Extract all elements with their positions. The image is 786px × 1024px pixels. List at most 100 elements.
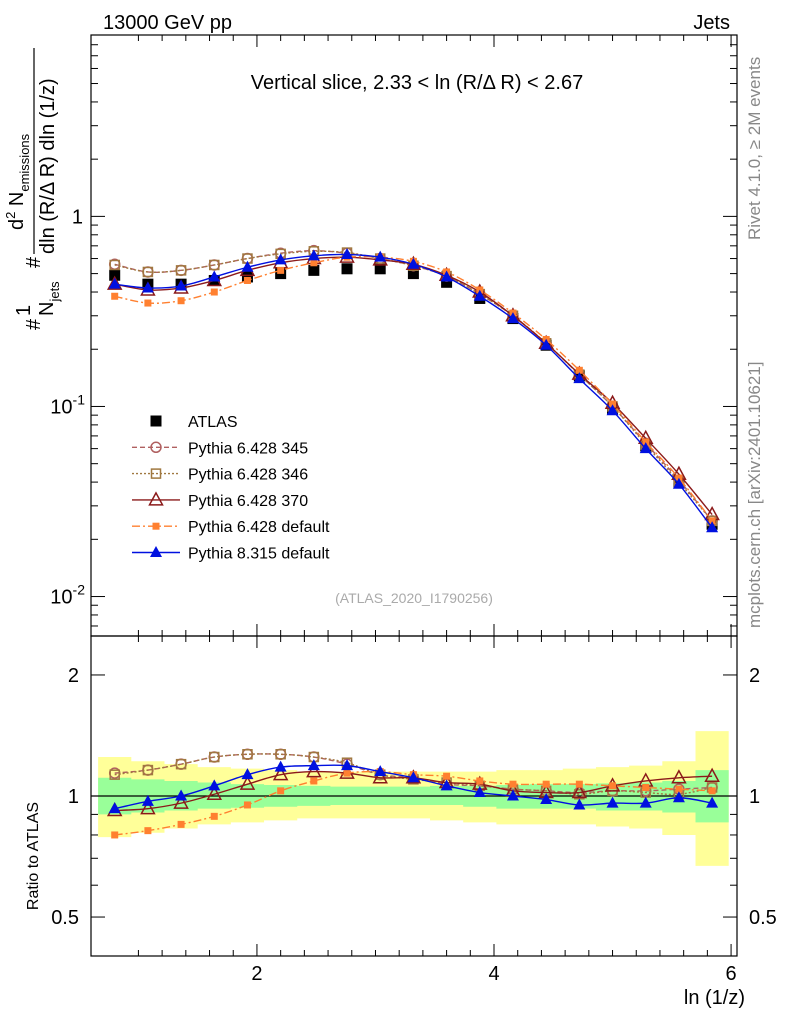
ratio-p370-point	[372, 769, 388, 784]
ratio-p6def-point	[243, 801, 251, 809]
legend-atlas-label: ATLAS	[188, 414, 238, 431]
ratio-p8def-point	[175, 789, 188, 801]
main-p6def-point	[144, 299, 152, 307]
ratio-p6def-point	[443, 772, 451, 780]
ylabel-hash-2: #	[23, 256, 45, 268]
ratio-p8def-point	[307, 759, 320, 771]
ratio-p8def-point	[473, 786, 486, 798]
main-atlas-point	[341, 263, 353, 275]
ratio-p8def-point	[374, 765, 387, 777]
main-p6def-point	[708, 517, 716, 525]
ratio-p8def-point	[274, 760, 287, 772]
main-p6def-point	[210, 288, 218, 296]
legend-p370-label: Pythia 6.428 370	[188, 493, 308, 510]
ratio-p346-point	[175, 758, 187, 770]
main-p8def-point	[374, 250, 387, 262]
x-axis-label: ln (1/z)	[684, 987, 745, 1009]
main-p346-point	[209, 259, 220, 271]
main-y-tick-label: 10-1	[50, 391, 85, 418]
main-p8def-point	[672, 477, 685, 489]
ratio-p8def-point	[540, 793, 553, 805]
ratio-y-axis-label: Ratio to ATLAS	[25, 802, 42, 910]
main-p8def-point	[473, 289, 486, 301]
main-p6def-point	[310, 259, 318, 267]
ratio-p6def-point	[111, 831, 119, 839]
ratio-p370-point	[571, 783, 588, 799]
main-atlas-point	[441, 276, 453, 288]
main-p346-point	[142, 266, 154, 278]
ratio-p370-point	[173, 794, 189, 809]
ratio-series-group	[106, 748, 720, 839]
x-tick-label: 6	[726, 963, 737, 985]
ratio-p346-line	[114, 753, 713, 796]
legend-p8def-marker	[150, 546, 162, 557]
ratio-p6def-point	[310, 777, 318, 785]
ratio-y-tick-label-left: 1	[68, 786, 79, 808]
legend-p8def-label: Pythia 8.315 default	[188, 546, 330, 563]
ratio-p346-point	[109, 769, 120, 780]
main-p8def-point	[506, 312, 519, 324]
ratio-p6def-point	[476, 777, 484, 785]
analysis-id-label: (ATLAS_2020_I1790256)	[335, 590, 493, 606]
ratio-p370-point	[671, 769, 687, 784]
ylabel-denominator: dln (R/Δ R) dln (1/z)	[37, 78, 59, 254]
ratio-p346-point	[209, 751, 220, 763]
main-atlas-point	[241, 271, 253, 283]
ratio-y-tick-label-left: 2	[68, 665, 79, 687]
ratio-p6def-point	[708, 787, 716, 795]
ylabel-one: 1	[13, 305, 35, 316]
header-group-label: Jets	[693, 12, 730, 34]
ratio-p8def-point	[407, 771, 420, 783]
ratio-p6def-point	[575, 780, 583, 788]
main-plot-frame: 10-2 10-1 1	[50, 34, 738, 637]
ratio-p370-point	[306, 763, 322, 778]
main-p8def-point	[274, 253, 287, 265]
legend: ATLAS Pythia 6.428 345 Pythia 6.428 346 Pyt…	[132, 414, 330, 563]
header-energy-label: 13000 GeV pp	[103, 12, 232, 34]
legend-p6def-label: Pythia 6.428 default	[188, 519, 330, 536]
legend-p370-marker	[148, 491, 164, 506]
main-p8def-point	[407, 257, 420, 269]
ratio-p370-point	[704, 767, 720, 782]
main-series-group	[106, 244, 720, 533]
main-p6def-point	[177, 297, 185, 305]
ratio-p8def-point	[606, 796, 619, 808]
ratio-p6def-point	[509, 780, 517, 788]
main-p8def-point	[341, 248, 354, 260]
main-atlas-point	[407, 268, 419, 280]
main-p370-point	[106, 275, 123, 290]
rivet-version-label: Rivet 4.1.0, ≥ 2M events	[745, 57, 764, 240]
legend-p345-label: Pythia 6.428 345	[188, 440, 308, 457]
ratio-p8def-point	[706, 796, 719, 808]
ylabel-numerator: d2 Nemissions	[3, 133, 32, 230]
ratio-p6def-point	[177, 820, 185, 828]
mcplots-source-label: mcplots.cern.ch [arXiv:2401.10621]	[745, 362, 764, 628]
x-tick-label: 2	[251, 963, 262, 985]
ylabel-hash: #	[23, 318, 45, 330]
ratio-p6def-point	[277, 787, 285, 795]
legend-atlas-marker	[150, 415, 162, 427]
ratio-p370-point	[140, 800, 156, 815]
ratio-p8def-point	[108, 802, 121, 814]
main-p8def-point	[706, 521, 719, 533]
ratio-p370-point	[206, 785, 223, 801]
ratio-p8def-point	[241, 768, 254, 780]
ratio-p6def-point	[642, 783, 650, 791]
main-p8def-point	[573, 372, 586, 384]
main-y-axis-label: # 1 Njets # d2 Nemissions dln (R/Δ R) dl…	[3, 48, 62, 330]
ratio-p6def-point	[210, 812, 218, 820]
legend-p346-marker	[150, 468, 162, 479]
main-p6def-point	[243, 276, 251, 284]
main-p346-point	[109, 259, 120, 271]
ratio-uncertainty-bands	[98, 731, 729, 866]
legend-p345-marker	[150, 441, 162, 454]
main-y-tick-label: 10-2	[50, 582, 85, 609]
ratio-p346-point	[242, 749, 253, 760]
ratio-y-tick-label-left: 0.5	[51, 907, 79, 929]
ratio-p6def-point	[542, 780, 550, 788]
main-p8def-point	[241, 260, 254, 272]
ratio-p8def-point	[506, 789, 519, 801]
ratio-p8def-point	[208, 779, 221, 791]
ratio-p6def-point	[144, 827, 152, 835]
